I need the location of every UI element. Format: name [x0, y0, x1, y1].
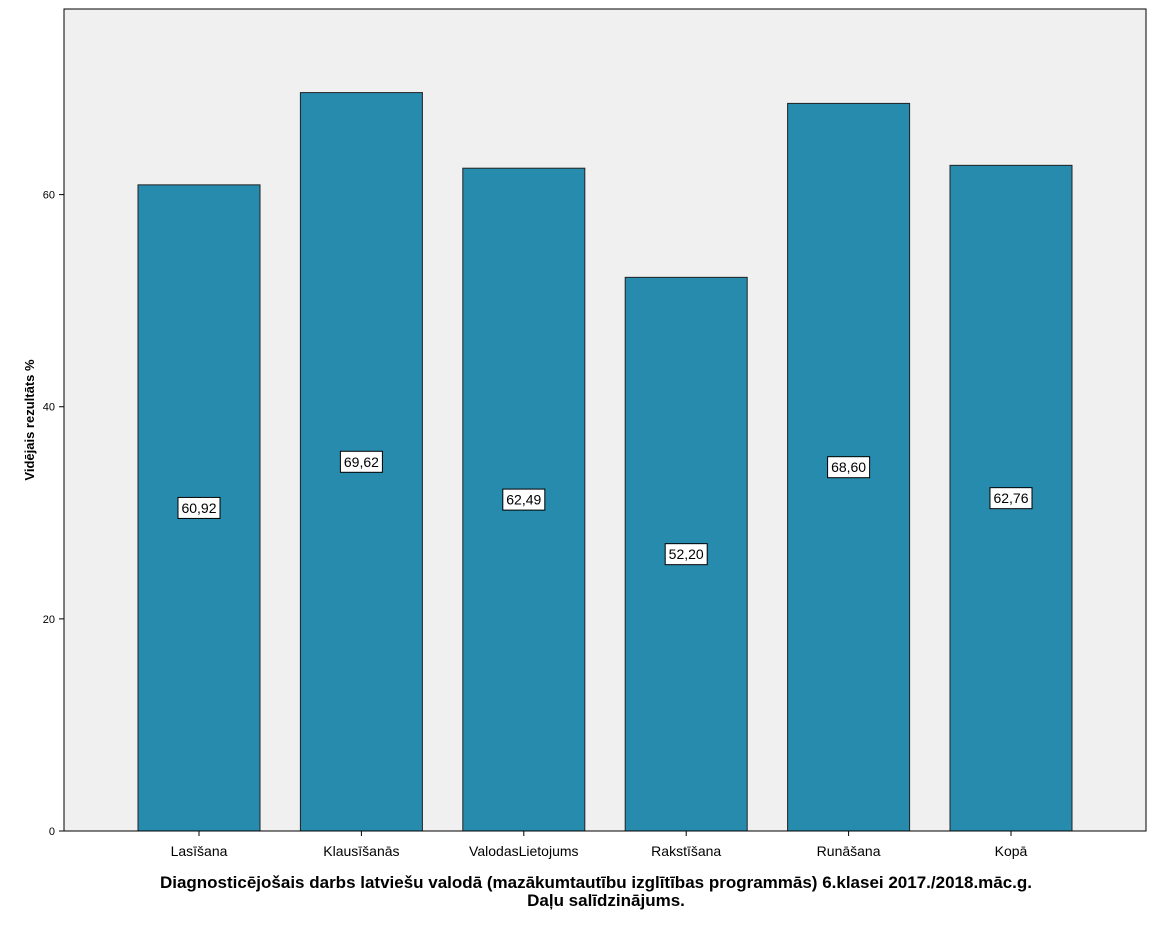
- data-label: 62,49: [502, 488, 546, 511]
- x-tick-label: Kopā: [995, 843, 1028, 859]
- x-tick-label: Rakstīšana: [651, 843, 721, 859]
- y-tick-label: 0: [49, 826, 55, 838]
- data-label: 52,20: [664, 543, 708, 566]
- x-axis-title-line-1: Diagnosticējošais darbs latviešu valodā …: [160, 873, 1032, 892]
- x-tick-label: Runāšana: [817, 843, 881, 859]
- x-tick-label: Lasīšana: [171, 843, 228, 859]
- y-axis-title: Vidējais rezultāts %: [22, 359, 37, 481]
- data-label-box: [989, 487, 1033, 510]
- data-label-text: 62,76: [993, 490, 1028, 506]
- y-tick-label: 20: [43, 614, 55, 626]
- data-label-box: [664, 543, 708, 566]
- data-label-box: [339, 450, 383, 473]
- data-label: 60,92: [177, 496, 221, 519]
- data-label-text: 68,60: [831, 459, 866, 475]
- x-axis: Lasīšana Klausīšanās ValodasLietojums Rakst…: [64, 830, 1146, 859]
- x-tick-label: Klausīšanās: [323, 843, 399, 859]
- data-label-text: 52,20: [669, 546, 704, 562]
- x-tick-label: ValodasLietojums: [469, 843, 578, 859]
- data-label: 68,60: [827, 456, 871, 479]
- data-label: 62,76: [989, 487, 1033, 510]
- data-label-box: [177, 496, 221, 519]
- y-tick-label: 60: [43, 190, 55, 202]
- data-label-box: [827, 456, 871, 479]
- data-label-text: 60,92: [181, 500, 216, 516]
- data-label: 69,62: [339, 450, 383, 473]
- data-label-text: 69,62: [344, 454, 379, 470]
- data-label-text: 62,49: [506, 492, 541, 508]
- y-axis: 0 20 40 60: [43, 190, 64, 838]
- data-label-box: [502, 488, 546, 511]
- y-tick-label: 40: [43, 402, 55, 414]
- bars: [137, 92, 1073, 832]
- x-axis-title-line-2: Daļu salīdzinājums.: [527, 891, 685, 910]
- data-labels: 60,92 69,62 62,49 52,20 68,60 62,76: [177, 450, 1033, 566]
